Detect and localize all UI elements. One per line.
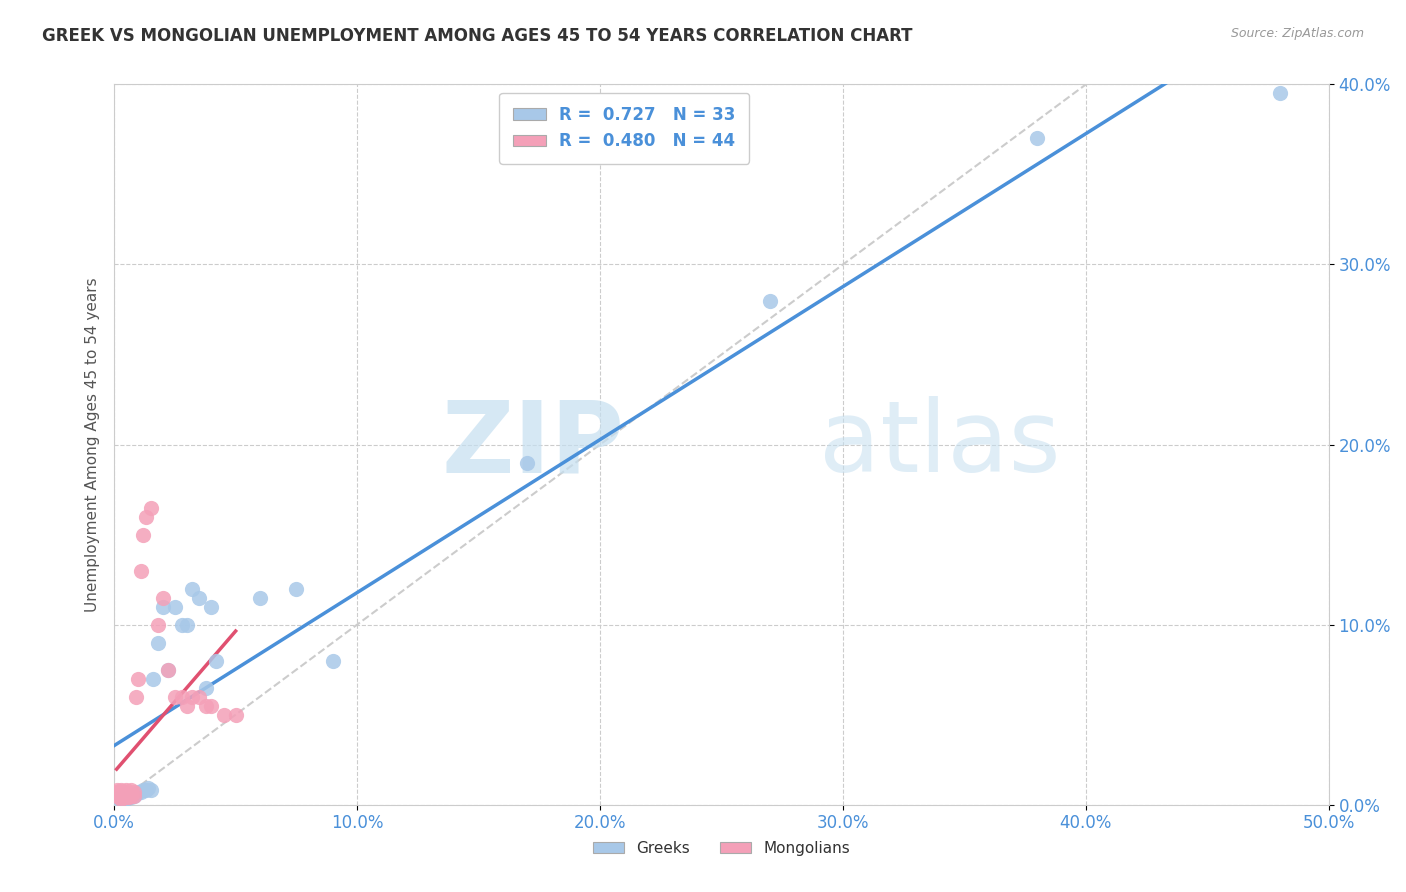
Point <box>118 790 141 805</box>
Point <box>129 785 152 799</box>
Point <box>163 690 186 704</box>
Point <box>108 787 131 801</box>
Point <box>125 690 148 704</box>
Point <box>200 698 222 713</box>
Point <box>188 690 211 704</box>
Point <box>139 500 162 515</box>
Point <box>118 790 141 805</box>
Point <box>156 663 179 677</box>
Point <box>127 785 149 799</box>
Point <box>1026 131 1049 145</box>
Point <box>152 591 174 605</box>
Text: atlas: atlas <box>818 396 1060 493</box>
Point <box>176 698 198 713</box>
Point <box>139 783 162 797</box>
Point <box>110 792 132 806</box>
Point <box>285 582 308 596</box>
Point <box>249 591 271 605</box>
Text: GREEK VS MONGOLIAN UNEMPLOYMENT AMONG AGES 45 TO 54 YEARS CORRELATION CHART: GREEK VS MONGOLIAN UNEMPLOYMENT AMONG AG… <box>42 27 912 45</box>
Point <box>146 617 169 632</box>
Point <box>136 781 159 796</box>
Point <box>112 789 135 803</box>
Point <box>181 690 204 704</box>
Point <box>132 783 155 797</box>
Point <box>172 617 194 632</box>
Point <box>152 599 174 614</box>
Point <box>112 792 135 806</box>
Point <box>163 599 186 614</box>
Point <box>122 789 145 803</box>
Point <box>135 783 157 797</box>
Point <box>108 785 131 799</box>
Point <box>105 789 128 803</box>
Point <box>105 783 128 797</box>
Point <box>118 787 141 801</box>
Point <box>120 789 142 803</box>
Point <box>115 790 138 805</box>
Point <box>110 790 132 805</box>
Point <box>108 792 131 806</box>
Point <box>135 509 157 524</box>
Point <box>120 783 142 797</box>
Point <box>142 672 165 686</box>
Point <box>115 783 138 797</box>
Point <box>127 672 149 686</box>
Point <box>181 582 204 596</box>
Point <box>129 564 152 578</box>
Point <box>122 789 145 803</box>
Point <box>516 456 538 470</box>
Text: ZIP: ZIP <box>441 396 624 493</box>
Point <box>195 681 218 695</box>
Point <box>105 785 128 799</box>
Legend: R =  0.727   N = 33, R =  0.480   N = 44: R = 0.727 N = 33, R = 0.480 N = 44 <box>499 93 749 164</box>
Point <box>112 790 135 805</box>
Point <box>322 654 344 668</box>
Point <box>110 787 132 801</box>
Point <box>108 790 131 805</box>
Point <box>110 783 132 797</box>
Point <box>110 790 132 805</box>
Point <box>112 785 135 799</box>
Point <box>115 789 138 803</box>
Point <box>205 654 228 668</box>
Point <box>146 635 169 649</box>
Point <box>112 787 135 801</box>
Point <box>120 787 142 801</box>
Point <box>1270 87 1292 101</box>
Point <box>188 591 211 605</box>
Text: Source: ZipAtlas.com: Source: ZipAtlas.com <box>1230 27 1364 40</box>
Point <box>110 789 132 803</box>
Point <box>172 690 194 704</box>
Point <box>225 707 247 722</box>
Point <box>125 787 148 801</box>
Y-axis label: Unemployment Among Ages 45 to 54 years: Unemployment Among Ages 45 to 54 years <box>86 277 100 612</box>
Point <box>176 617 198 632</box>
Point <box>200 599 222 614</box>
Point <box>156 663 179 677</box>
Point <box>122 785 145 799</box>
Point <box>132 527 155 541</box>
Point <box>120 790 142 805</box>
Point <box>195 698 218 713</box>
Point <box>212 707 235 722</box>
Point <box>759 293 782 308</box>
Point <box>115 787 138 801</box>
Point <box>115 792 138 806</box>
